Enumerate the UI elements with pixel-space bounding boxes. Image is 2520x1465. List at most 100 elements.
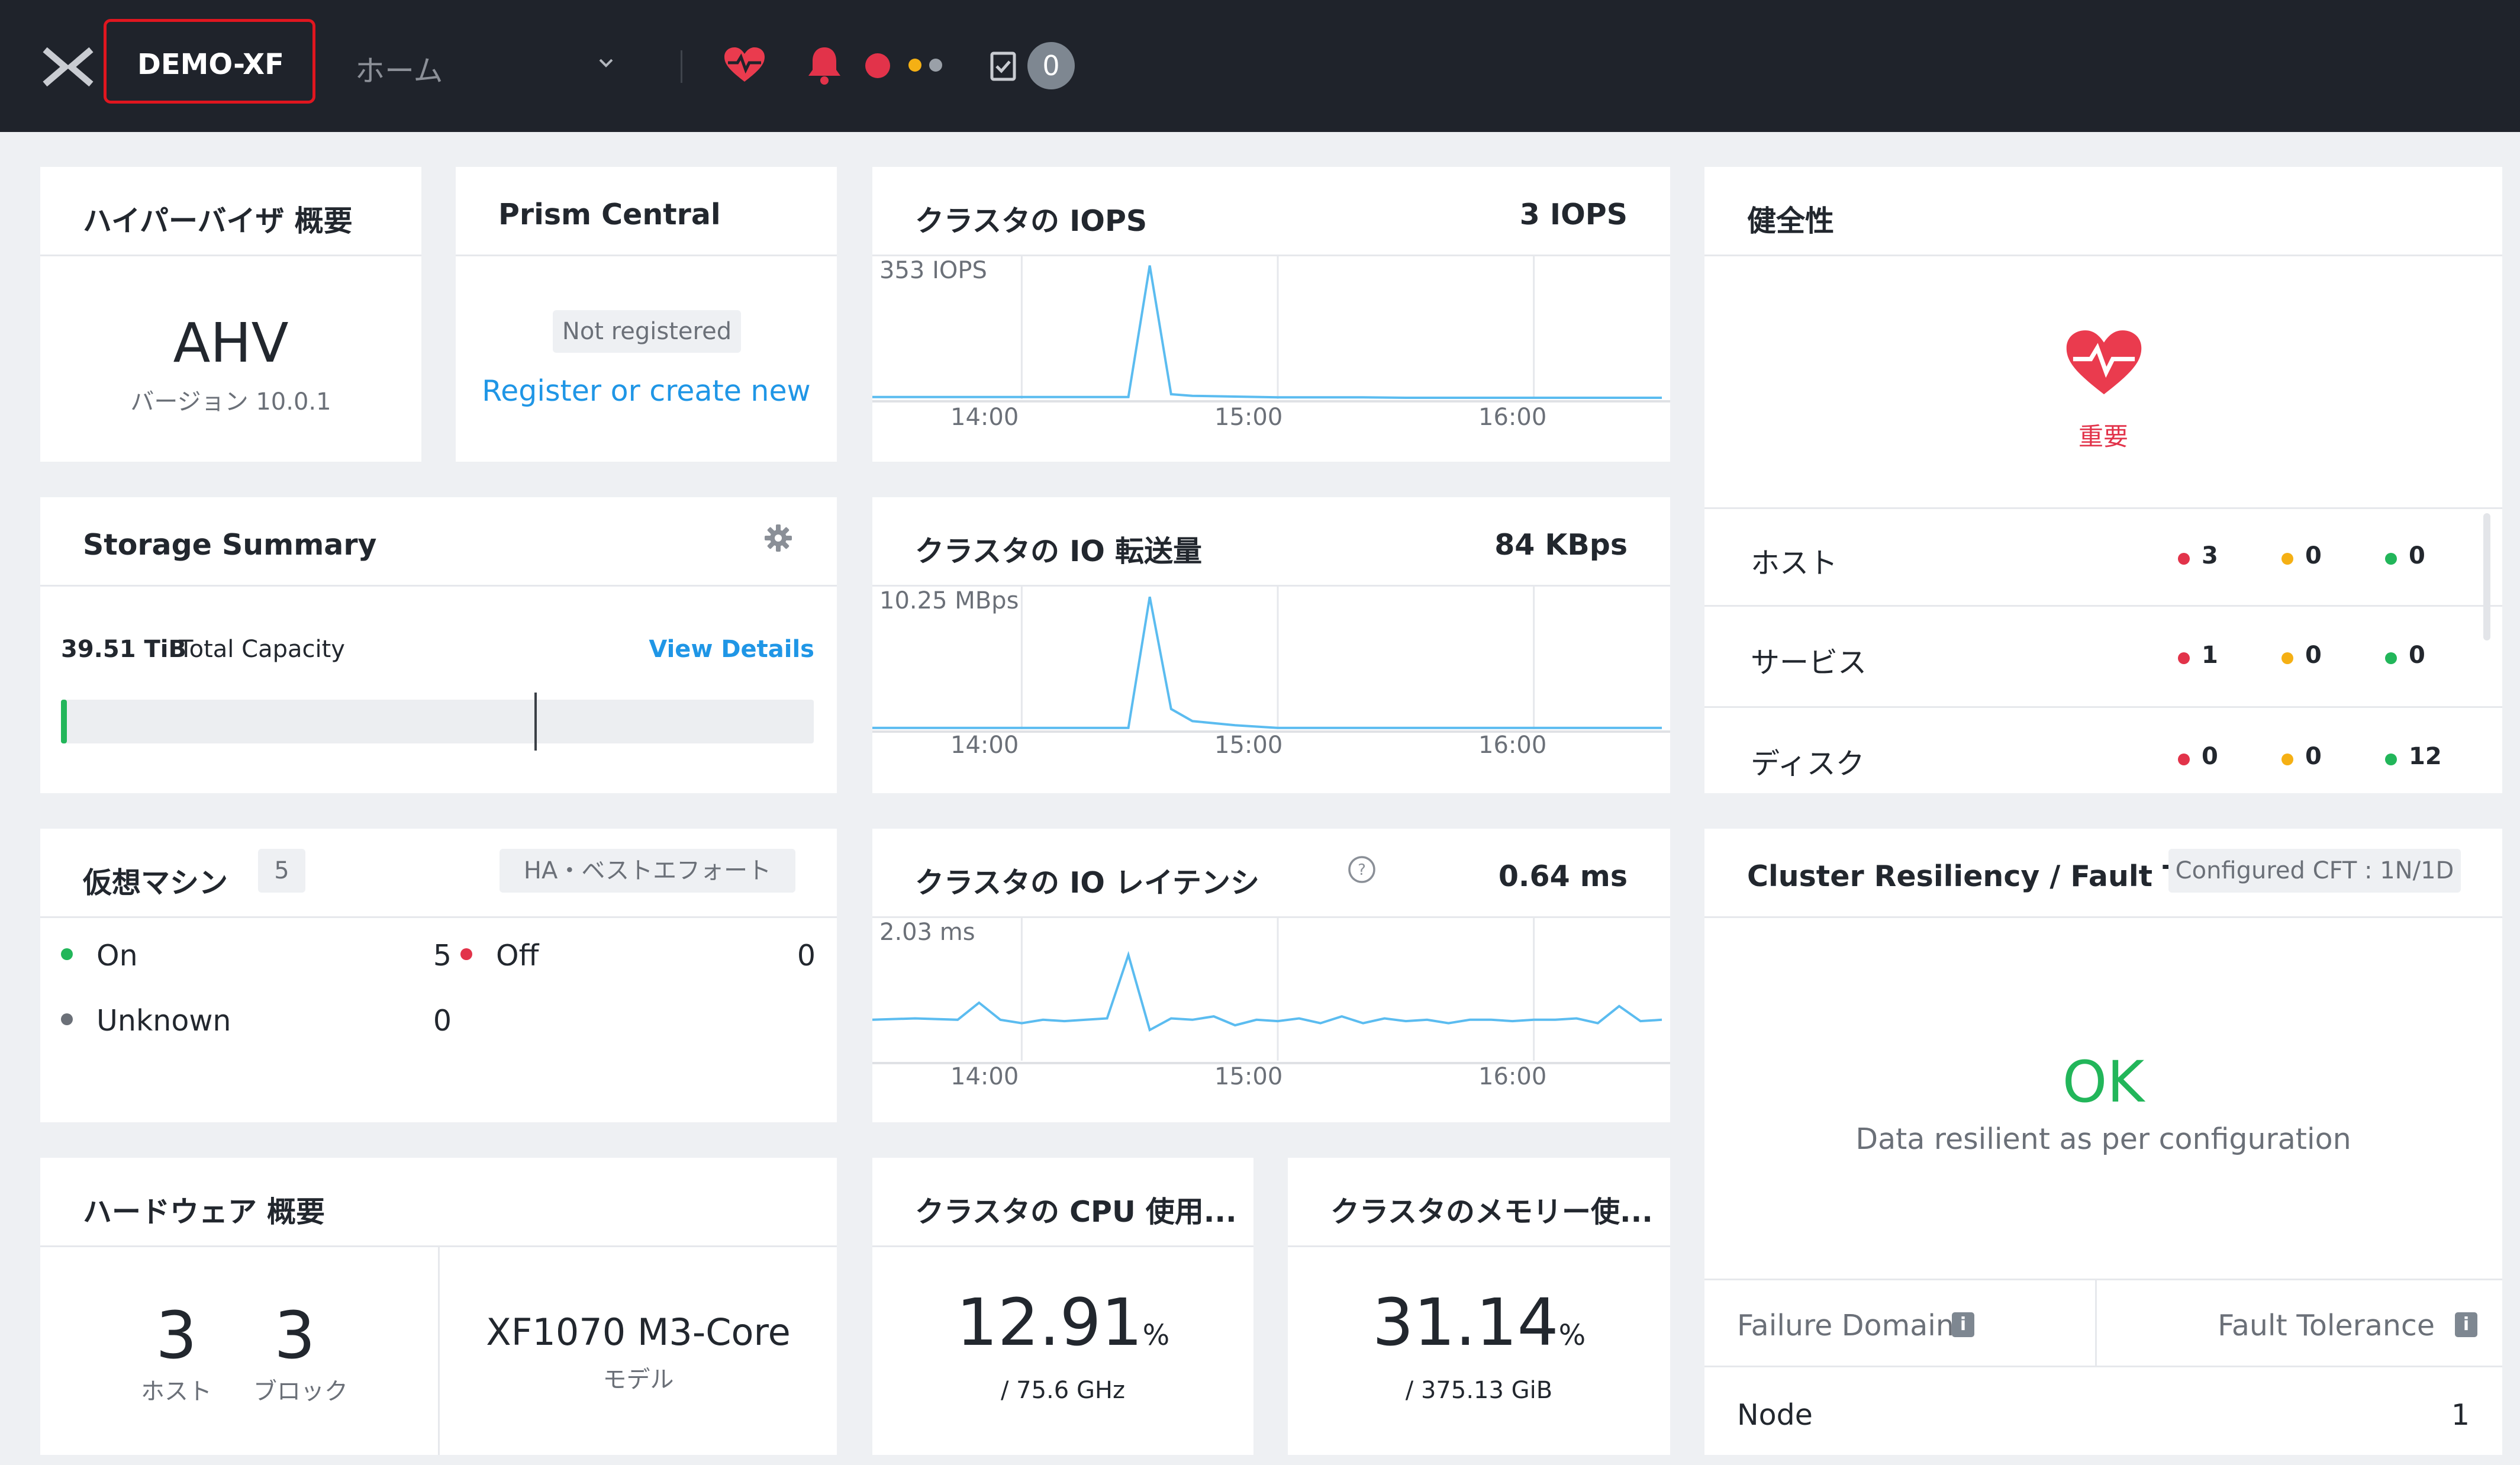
block-count-label: ブロック: [253, 1378, 348, 1405]
cluster-name: DEMO-XF: [137, 48, 284, 81]
card-title: 健全性: [1747, 204, 1835, 238]
divider: [872, 585, 1670, 587]
x-axis-ticks: 14:00 15:00 16:00: [872, 1063, 1670, 1099]
ok-dot: [2385, 754, 2397, 765]
divider: [872, 916, 1670, 918]
card-title: Storage Summary: [83, 528, 377, 562]
card-title: ハイパーバイザ 概要: [83, 204, 353, 238]
card-title: ハードウェア 概要: [83, 1195, 326, 1229]
chart-peak-label: 353 IOPS: [879, 257, 987, 284]
chart-peak-label: 10.25 MBps: [879, 587, 1019, 614]
health-row-hosts[interactable]: ホスト 3 0 0: [1704, 509, 2502, 607]
critical-count: 0: [2202, 743, 2218, 770]
vm-unknown-count: 0: [433, 1004, 452, 1038]
info-icon[interactable]: i: [2455, 1312, 2477, 1337]
view-details-link[interactable]: View Details: [649, 636, 814, 663]
series-line[interactable]: [872, 265, 1662, 399]
vm-on-row[interactable]: On 5: [61, 928, 452, 987]
x-tick-label: 14:00: [950, 404, 1019, 431]
hardware-summary-card: ハードウェア 概要 3 ホスト 3 ブロック XF1070 M3-Core モデ…: [40, 1158, 837, 1455]
divider: [40, 1245, 837, 1247]
health-list-scrollbar[interactable]: [2483, 513, 2490, 640]
divider: [1704, 916, 2502, 918]
total-capacity-value: 39.51 TiB: [61, 636, 186, 663]
configured-cft-badge: Configured CFT : 1N/1D: [2168, 849, 2461, 893]
card-title: クラスタの IOPS: [915, 204, 1148, 238]
divider: [456, 255, 837, 256]
health-row-label: サービス: [1751, 646, 1867, 680]
cpu-usage-number: 12.91: [956, 1284, 1143, 1360]
critical-dot: [2178, 754, 2190, 765]
cluster-name-button[interactable]: DEMO-XF: [104, 19, 315, 104]
card-title[interactable]: Cluster Resiliency / Fault T...: [1747, 859, 2211, 893]
fault-table-header: Failure Domain i Fault Tolerance i: [1704, 1280, 2502, 1367]
warning-count: 0: [2305, 642, 2322, 669]
series-line[interactable]: [872, 951, 1662, 1032]
card-title: 仮想マシン: [83, 866, 228, 900]
unknown-dot: [61, 1013, 73, 1025]
divider: [40, 255, 421, 256]
vm-unknown-row[interactable]: Unknown 0: [61, 993, 452, 1052]
tasks-clipboard-icon[interactable]: [990, 50, 1017, 82]
info-icon[interactable]: i: [1952, 1312, 1974, 1337]
divider: [1288, 1245, 1670, 1247]
critical-alert-dot[interactable]: [865, 53, 890, 78]
cpu-total: / 75.6 GHz: [1000, 1377, 1126, 1404]
x-tick-label: 14:00: [950, 732, 1019, 759]
divider: [872, 1245, 1253, 1247]
io-throughput-line-chart: [872, 586, 1670, 733]
card-title: Prism Central: [498, 198, 721, 231]
alerts-bell-icon[interactable]: [806, 45, 843, 85]
fault-tolerance-value: 1: [2451, 1398, 2470, 1432]
health-critical-heart-icon: [2066, 330, 2142, 395]
warning-alert-dot[interactable]: [908, 59, 921, 72]
gear-icon[interactable]: [763, 523, 793, 553]
storage-usage-bar: [61, 693, 814, 751]
hardware-model-label: モデル: [602, 1366, 674, 1393]
on-dot: [61, 948, 73, 960]
failure-domain-value: Node: [1737, 1398, 1813, 1432]
block-count: 3: [274, 1297, 315, 1373]
ok-count: 12: [2409, 743, 2442, 770]
storage-threshold-marker: [534, 693, 537, 751]
warning-count: 0: [2305, 743, 2322, 770]
x-tick-label: 14:00: [950, 1063, 1019, 1090]
nav-dropdown[interactable]: ホーム: [355, 36, 627, 95]
fault-tolerance-header: Fault Tolerance: [2218, 1309, 2435, 1342]
storage-usage-fill: [61, 700, 67, 743]
health-row-disks[interactable]: ディスク 0 0 12: [1704, 710, 2502, 793]
health-row-label: ホスト: [1751, 546, 1838, 580]
health-row-label: ディスク: [1751, 747, 1865, 781]
memory-usage-card: クラスタのメモリー使... 31.14% / 375.13 GiB: [1288, 1158, 1670, 1455]
resiliency-message: Data resilient as per configuration: [1855, 1122, 2351, 1156]
x-tick-label: 15:00: [1214, 1063, 1283, 1090]
card-title: クラスタの CPU 使用...: [915, 1195, 1237, 1229]
tasks-count-badge[interactable]: 0: [1027, 42, 1075, 89]
prism-central-card: Prism Central Not registered Register or…: [456, 167, 837, 462]
iops-line-chart: [872, 256, 1670, 403]
column-divider: [2095, 1280, 2097, 1367]
x-axis-ticks: 14:00 15:00 16:00: [872, 732, 1670, 767]
nav-divider: [681, 50, 682, 83]
register-link[interactable]: Register or create new: [482, 374, 811, 408]
chevron-down-icon: [599, 59, 613, 67]
nutanix-logo-icon[interactable]: [41, 47, 95, 86]
hypervisor-version: バージョン 10.0.1: [130, 388, 331, 416]
failure-domain-header: Failure Domain: [1737, 1309, 1954, 1342]
critical-dot: [2178, 652, 2190, 664]
info-alert-dot[interactable]: [929, 59, 942, 72]
hypervisor-name: AHV: [173, 311, 289, 375]
series-line[interactable]: [872, 596, 1662, 729]
vm-count-badge: 5: [258, 849, 305, 893]
health-heart-icon[interactable]: [723, 46, 766, 84]
health-row-services[interactable]: サービス 1 0 0: [1704, 608, 2502, 708]
help-question-icon[interactable]: ?: [1347, 855, 1377, 884]
cpu-usage-unit: %: [1142, 1319, 1170, 1352]
column-divider: [438, 1247, 440, 1455]
io-throughput-chart-card: クラスタの IO 転送量 84 KBps 10.25 MBps 14:00 15…: [872, 497, 1670, 793]
vm-off-row[interactable]: Off 0: [460, 928, 816, 987]
hypervisor-summary-card: ハイパーバイザ 概要 AHV バージョン 10.0.1: [40, 167, 421, 462]
storage-summary-card: Storage Summary 39.51 TiB Total Capacity…: [40, 497, 837, 793]
memory-usage-value: 31.14%: [1288, 1284, 1670, 1360]
host-count: 3: [156, 1297, 197, 1373]
